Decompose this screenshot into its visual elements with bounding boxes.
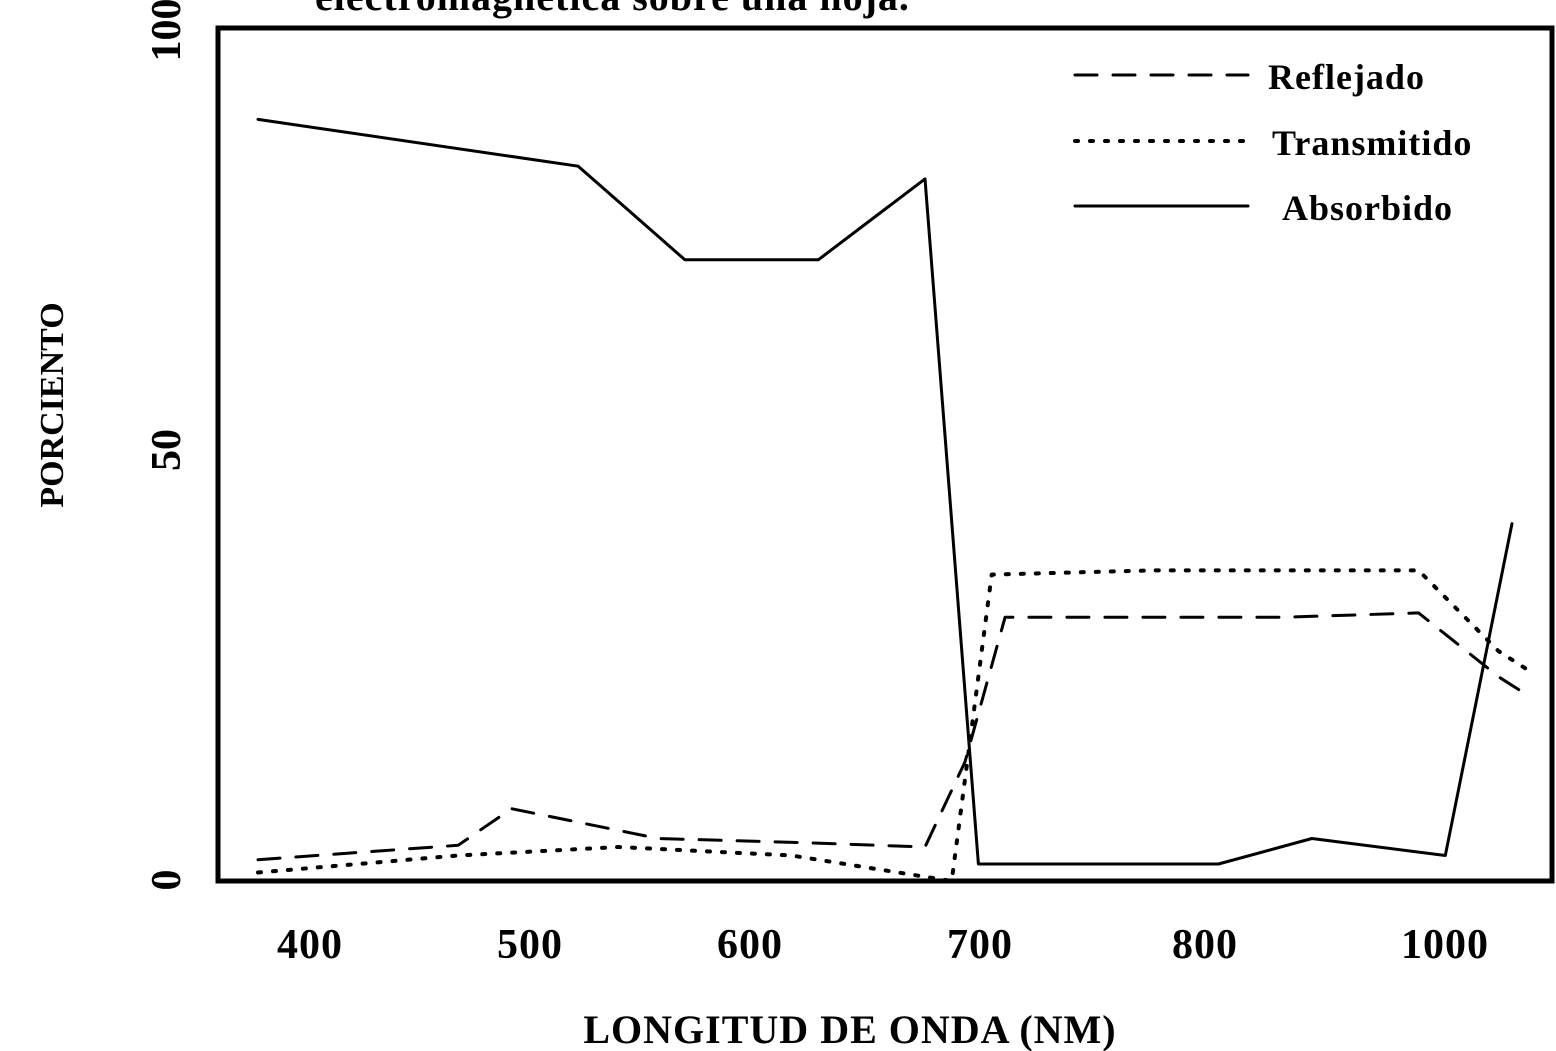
- y-axis-label: PORCIENTO: [34, 302, 71, 507]
- y-axis-ticks: 0 50 100: [144, 0, 190, 891]
- x-tick-label: 500: [497, 922, 563, 968]
- series-reflejado-line: [256, 611, 1527, 862]
- x-tick-label: 600: [717, 922, 783, 968]
- x-tick-label: 1000: [1401, 922, 1489, 968]
- x-axis-label: LONGITUD DE ONDA (NM): [583, 1007, 1116, 1051]
- x-tick-label: 700: [947, 922, 1013, 968]
- plot-frame: [215, 25, 1555, 884]
- series-transmitido-line: [256, 568, 1528, 883]
- x-tick-label: 800: [1172, 922, 1238, 968]
- series-lines: [256, 117, 1528, 883]
- legend-label-absorbido: Absorbido: [1282, 188, 1453, 228]
- x-axis-ticks: 400 500 600 700 800 1000: [277, 922, 1489, 968]
- legend: Reflejado Transmitido Absorbido: [1073, 57, 1472, 228]
- series-absorbido-line: [256, 117, 1514, 866]
- y-tick-label: 0: [144, 870, 190, 891]
- x-tick-label: 400: [277, 922, 343, 968]
- chart-title: electromagnética sobre una hoja.: [315, 0, 910, 19]
- y-tick-label: 50: [144, 429, 190, 471]
- legend-label-transmitido: Transmitido: [1272, 123, 1472, 163]
- legend-label-reflejado: Reflejado: [1268, 57, 1425, 97]
- y-tick-label: 100: [144, 0, 190, 62]
